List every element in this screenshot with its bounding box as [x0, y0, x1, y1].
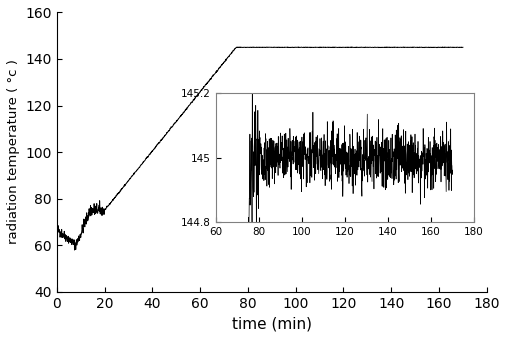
Y-axis label: radiation temperature ( °c ): radiation temperature ( °c ) [7, 59, 20, 244]
X-axis label: time (min): time (min) [232, 316, 312, 331]
